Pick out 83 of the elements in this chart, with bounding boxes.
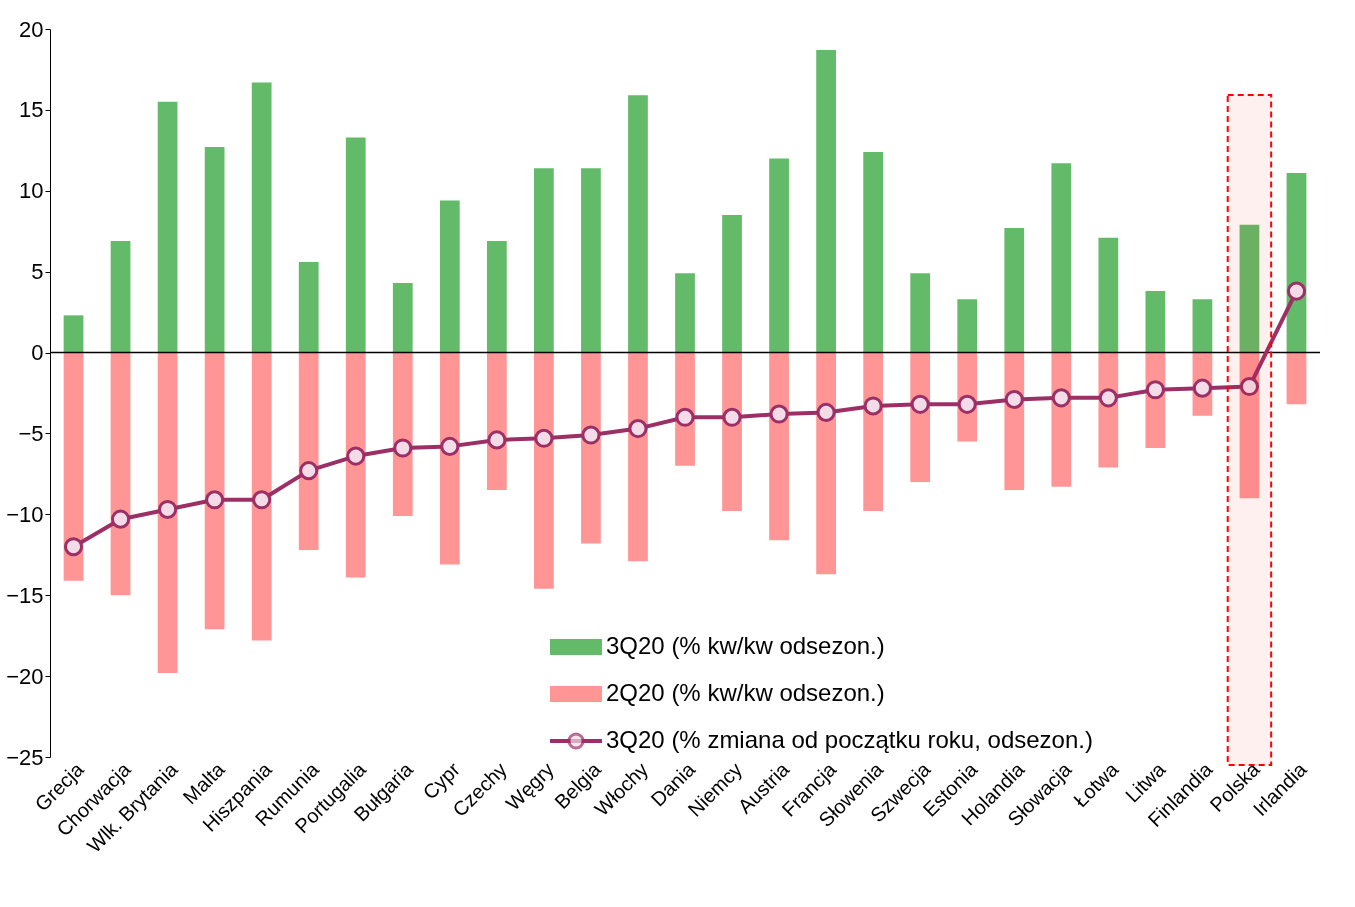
y-tick-label: 20 bbox=[19, 16, 44, 42]
bar bbox=[1286, 352, 1307, 405]
bar bbox=[298, 352, 319, 550]
bar bbox=[1145, 291, 1166, 353]
bar bbox=[110, 240, 131, 353]
bar bbox=[769, 158, 789, 353]
point bbox=[581, 425, 601, 445]
y-tick-label: 10 bbox=[19, 178, 44, 204]
point bbox=[722, 407, 742, 427]
point bbox=[769, 404, 789, 424]
bar bbox=[486, 240, 507, 353]
bar bbox=[298, 261, 319, 353]
bar bbox=[863, 352, 884, 512]
bar bbox=[345, 137, 366, 353]
point bbox=[1145, 380, 1165, 400]
bar bbox=[1192, 299, 1213, 353]
bar bbox=[769, 352, 789, 541]
bar bbox=[1098, 237, 1119, 353]
point bbox=[487, 430, 507, 450]
bar bbox=[957, 299, 978, 353]
legend-label: 3Q20 (% zmiana od początku roku, odsezon.) bbox=[606, 726, 1093, 753]
y-tick-label: −20 bbox=[6, 663, 44, 689]
point bbox=[957, 394, 977, 414]
point bbox=[63, 537, 84, 557]
point bbox=[252, 490, 272, 510]
legend-label: 2Q20 (% kw/kw odsezon.) bbox=[606, 679, 885, 706]
y-tick-label: −15 bbox=[6, 582, 44, 608]
bar bbox=[63, 352, 84, 581]
bar bbox=[439, 352, 460, 565]
bar bbox=[534, 168, 554, 353]
point bbox=[110, 509, 131, 529]
bar bbox=[816, 352, 836, 575]
y-tick-label: −5 bbox=[18, 420, 44, 446]
bar bbox=[392, 352, 413, 516]
point bbox=[816, 402, 836, 422]
point bbox=[205, 490, 225, 510]
bar bbox=[1286, 172, 1307, 353]
bar bbox=[251, 352, 272, 641]
point bbox=[1004, 389, 1024, 410]
bar bbox=[439, 200, 460, 353]
y-tick-label: 15 bbox=[19, 97, 44, 123]
bar bbox=[1239, 224, 1260, 353]
y-tick-label: −10 bbox=[6, 501, 44, 527]
bar bbox=[722, 215, 742, 353]
bar bbox=[392, 282, 413, 353]
point bbox=[346, 446, 366, 466]
bar bbox=[675, 273, 695, 353]
point bbox=[910, 394, 930, 414]
point bbox=[158, 499, 178, 520]
point bbox=[299, 461, 319, 481]
bar bbox=[63, 315, 84, 353]
y-tick-label: −25 bbox=[6, 744, 44, 770]
point bbox=[1286, 281, 1307, 301]
bar bbox=[863, 151, 884, 353]
bar bbox=[204, 147, 225, 353]
legend-label: 3Q20 (% kw/kw odsezon.) bbox=[606, 632, 885, 659]
point bbox=[675, 407, 695, 427]
bar bbox=[110, 352, 131, 596]
bar bbox=[722, 352, 742, 512]
point bbox=[1239, 376, 1260, 397]
bar bbox=[628, 352, 648, 562]
point bbox=[393, 438, 413, 458]
point bbox=[863, 396, 883, 416]
point bbox=[628, 419, 648, 439]
bar bbox=[157, 352, 178, 673]
point bbox=[534, 428, 554, 448]
bar bbox=[534, 352, 554, 589]
bar bbox=[910, 273, 931, 353]
bar bbox=[157, 101, 178, 353]
bar bbox=[1004, 227, 1025, 353]
bar bbox=[628, 95, 648, 353]
bar bbox=[345, 352, 366, 578]
bar bbox=[581, 352, 601, 544]
point bbox=[1098, 388, 1118, 408]
bar bbox=[816, 50, 836, 353]
bar bbox=[251, 82, 272, 353]
bar bbox=[204, 352, 225, 630]
y-tick-label: 0 bbox=[31, 340, 44, 366]
bar bbox=[1051, 163, 1072, 353]
y-tick-label: 5 bbox=[31, 259, 44, 285]
point bbox=[440, 436, 460, 456]
bar bbox=[581, 168, 601, 353]
point bbox=[1051, 388, 1071, 408]
